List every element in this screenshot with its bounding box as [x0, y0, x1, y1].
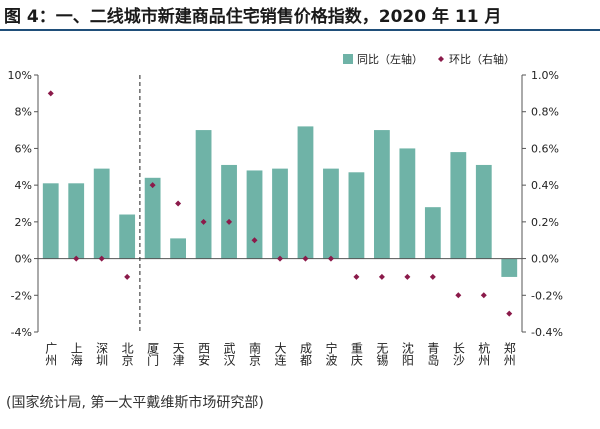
bar-重庆 — [348, 172, 365, 259]
bar-深圳 — [93, 168, 110, 259]
bar-成都 — [297, 126, 314, 259]
category-label: 武汉 — [222, 342, 236, 366]
right-tick-label: 0.8% — [531, 106, 559, 119]
category-label: 宁波 — [324, 341, 338, 367]
point-重庆 — [353, 273, 360, 280]
right-tick-label: 0.6% — [531, 142, 559, 155]
category-label: 广州 — [44, 342, 58, 366]
point-厦门 — [149, 182, 156, 189]
point-广州 — [47, 90, 54, 97]
bar-大连 — [272, 168, 288, 259]
point-杭州 — [480, 292, 487, 299]
bar-无锡 — [373, 130, 390, 259]
bar-广州 — [42, 183, 59, 259]
category-label: 上海 — [69, 342, 83, 366]
figure-title: 图 4：一、二线城市新建商品住宅销售价格指数，2020 年 11 月 — [4, 7, 502, 27]
source-note: (国家统计局, 第一太平戴维斯市场研究部) — [6, 395, 264, 411]
bar-杭州 — [475, 164, 492, 259]
category-label: 大连 — [273, 342, 287, 367]
category-label: 天津 — [171, 342, 185, 366]
right-tick-label: 0.2% — [531, 216, 559, 229]
left-tick-label: 10% — [8, 69, 32, 82]
point-北京 — [124, 273, 131, 280]
left-tick-label: -4% — [11, 326, 32, 339]
category-label: 沈阳 — [400, 341, 414, 366]
left-tick-label: 6% — [15, 142, 32, 155]
point-宁波 — [327, 255, 334, 262]
right-tick-label: -0.2% — [531, 289, 563, 302]
bar-宁波 — [323, 168, 339, 259]
category-label: 成都 — [298, 342, 312, 366]
category-label: 北京 — [120, 342, 134, 367]
bar-南京 — [246, 170, 263, 259]
bar-天津 — [170, 238, 187, 259]
point-无锡 — [378, 273, 385, 280]
left-tick-label: 0% — [15, 253, 32, 266]
category-label: 厦门 — [146, 342, 160, 366]
right-tick-label: 0.4% — [531, 179, 559, 192]
category-label: 深圳 — [95, 342, 109, 366]
category-label: 青岛 — [426, 342, 440, 367]
category-label: 郑州 — [502, 341, 516, 366]
legend-swatch-bar — [343, 54, 353, 64]
bar-武汉 — [221, 164, 237, 259]
bar-厦门 — [144, 177, 161, 259]
point-西安 — [200, 218, 207, 225]
legend-label-point: 环比（右轴） — [449, 52, 515, 66]
category-label: 西安 — [197, 342, 211, 366]
point-成都 — [302, 255, 309, 262]
bar-沈阳 — [399, 148, 416, 259]
left-tick-label: 2% — [15, 216, 32, 229]
legend-label-bar: 同比（左轴） — [357, 52, 423, 66]
right-tick-label: -0.4% — [531, 326, 563, 339]
point-武汉 — [226, 218, 233, 225]
point-长沙 — [455, 292, 462, 299]
right-tick-label: 0.0% — [531, 253, 559, 266]
bar-北京 — [119, 214, 136, 259]
point-郑州 — [506, 310, 513, 317]
legend-swatch-point — [438, 56, 444, 62]
point-大连 — [277, 255, 283, 262]
left-tick-label: 4% — [15, 179, 32, 192]
left-tick-label: -2% — [11, 289, 32, 302]
point-天津 — [175, 200, 182, 207]
category-label: 南京 — [248, 341, 262, 367]
title-rule — [0, 29, 600, 31]
category-label: 长沙 — [451, 342, 465, 366]
bar-上海 — [68, 183, 85, 259]
bar-长沙 — [450, 152, 467, 259]
left-tick-label: 8% — [15, 106, 32, 119]
point-沈阳 — [404, 273, 411, 280]
bar-郑州 — [501, 258, 518, 277]
point-南京 — [251, 237, 258, 244]
bar-青岛 — [424, 207, 441, 259]
right-tick-label: 1.0% — [531, 69, 559, 82]
category-label: 重庆 — [349, 342, 363, 366]
point-深圳 — [98, 255, 105, 262]
bar-西安 — [195, 130, 212, 259]
point-上海 — [73, 255, 80, 262]
point-青岛 — [429, 273, 436, 280]
category-label: 无锡 — [375, 342, 389, 367]
category-label: 杭州 — [477, 341, 491, 366]
